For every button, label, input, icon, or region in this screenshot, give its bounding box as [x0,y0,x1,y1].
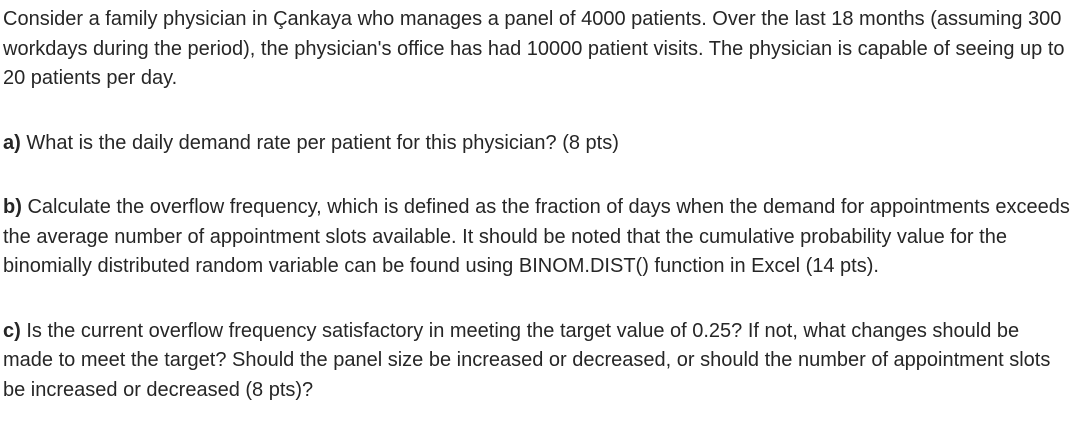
question-intro-paragraph: Consider a family physician in Çankaya w… [3,5,1070,94]
question-part-b: b) Calculate the overflow frequency, whi… [3,193,1070,282]
question-part-a: a) What is the daily demand rate per pat… [3,129,1070,159]
part-a-text: What is the daily demand rate per patien… [20,131,619,154]
question-part-c: c) Is the current overflow frequency sat… [3,317,1070,406]
question-intro-text: Consider a family physician in Çankaya w… [3,8,1065,89]
part-c-label: c) [3,319,21,342]
part-a-label: a) [3,131,21,154]
part-b-label: b) [3,196,22,218]
part-c-text: Is the current overflow frequency satisf… [3,319,1051,401]
part-b-text: Calculate the overflow frequency, which … [3,196,1070,277]
